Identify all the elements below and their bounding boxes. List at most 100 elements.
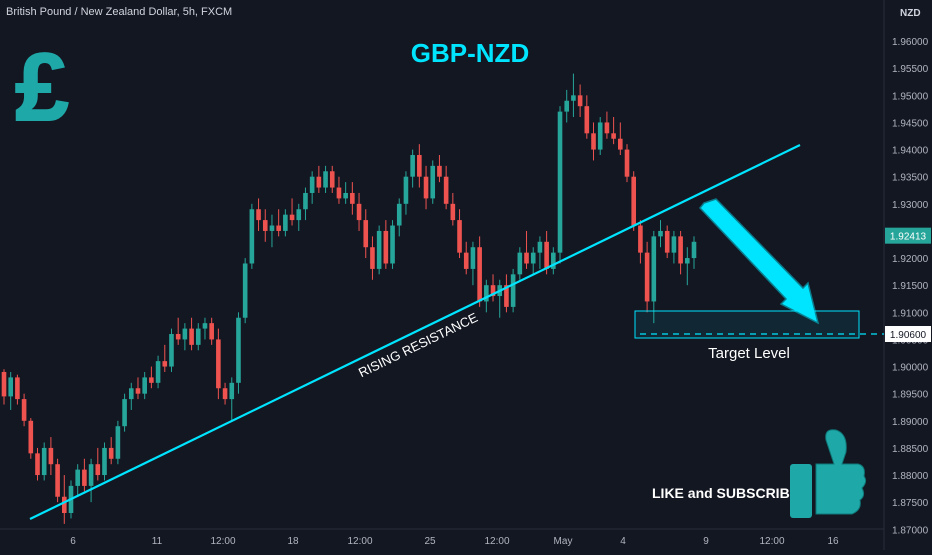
thumbs-up-icon[interactable]	[790, 429, 867, 518]
candle[interactable]	[524, 230, 529, 269]
candle[interactable]	[350, 182, 355, 215]
candle[interactable]	[571, 73, 576, 118]
candle[interactable]	[564, 89, 570, 123]
candle[interactable]	[644, 241, 650, 313]
candle[interactable]	[195, 323, 201, 351]
candle[interactable]	[242, 258, 248, 324]
candle[interactable]	[8, 371, 13, 410]
candle[interactable]	[329, 165, 335, 193]
candle[interactable]	[504, 274, 509, 313]
candle[interactable]	[631, 171, 637, 231]
candle[interactable]	[48, 437, 54, 476]
candle[interactable]	[128, 382, 134, 410]
candle[interactable]	[490, 274, 496, 302]
candle[interactable]	[443, 165, 449, 210]
candle[interactable]	[537, 236, 543, 269]
candle[interactable]	[691, 236, 697, 269]
candle[interactable]	[323, 165, 328, 193]
candle[interactable]	[209, 317, 214, 345]
candle[interactable]	[376, 225, 382, 275]
candle[interactable]	[638, 220, 643, 264]
candle[interactable]	[423, 165, 429, 210]
candle[interactable]	[437, 155, 442, 183]
candle[interactable]	[678, 230, 683, 275]
candle[interactable]	[457, 209, 462, 259]
candle[interactable]	[142, 371, 147, 400]
candle[interactable]	[530, 247, 536, 275]
candle[interactable]	[510, 268, 516, 313]
candle[interactable]	[604, 111, 610, 139]
candle[interactable]	[664, 225, 670, 259]
candle[interactable]	[82, 458, 87, 492]
candle[interactable]	[135, 377, 141, 400]
candle[interactable]	[450, 192, 456, 226]
candle[interactable]	[671, 230, 677, 264]
candle[interactable]	[618, 122, 623, 156]
candle[interactable]	[175, 317, 181, 345]
candle[interactable]	[289, 198, 295, 226]
candle[interactable]	[316, 165, 322, 193]
candle[interactable]	[296, 203, 302, 231]
candle[interactable]	[597, 117, 603, 156]
candle[interactable]	[269, 214, 275, 248]
candle[interactable]	[611, 117, 616, 145]
candle[interactable]	[276, 209, 281, 237]
candle[interactable]	[115, 420, 121, 465]
candle[interactable]	[557, 106, 563, 264]
candle[interactable]	[162, 344, 168, 372]
candle[interactable]	[262, 209, 268, 242]
candle[interactable]	[216, 328, 221, 400]
candle[interactable]	[88, 458, 94, 503]
candle[interactable]	[122, 393, 127, 432]
candle[interactable]	[336, 176, 342, 204]
candle[interactable]	[21, 393, 27, 427]
candle[interactable]	[551, 247, 556, 275]
candle[interactable]	[95, 447, 101, 481]
candle[interactable]	[396, 198, 402, 237]
candle[interactable]	[108, 437, 114, 465]
candle[interactable]	[222, 382, 228, 405]
candle[interactable]	[155, 355, 161, 389]
candle[interactable]	[624, 144, 630, 183]
candle[interactable]	[577, 84, 583, 118]
candle[interactable]	[249, 203, 255, 269]
candle[interactable]	[303, 187, 308, 221]
candle[interactable]	[75, 464, 80, 497]
candle[interactable]	[517, 247, 523, 280]
candle[interactable]	[410, 149, 415, 188]
candle[interactable]	[1, 369, 7, 405]
candle[interactable]	[61, 475, 67, 524]
candle[interactable]	[417, 144, 422, 188]
candle[interactable]	[149, 366, 154, 389]
candle[interactable]	[236, 312, 241, 394]
candle[interactable]	[356, 192, 362, 231]
candle[interactable]	[189, 317, 194, 351]
candle[interactable]	[283, 209, 288, 237]
candle[interactable]	[477, 236, 482, 307]
candle[interactable]	[35, 447, 40, 481]
candle[interactable]	[343, 182, 348, 204]
candle[interactable]	[403, 171, 409, 215]
candle[interactable]	[591, 122, 596, 161]
candle[interactable]	[169, 328, 174, 372]
candle[interactable]	[55, 458, 60, 503]
candle[interactable]	[256, 198, 261, 231]
candle[interactable]	[202, 317, 208, 340]
candle[interactable]	[463, 241, 469, 275]
candle[interactable]	[363, 209, 369, 259]
trendline[interactable]	[29, 144, 801, 520]
candle[interactable]	[102, 442, 107, 481]
candle[interactable]	[309, 171, 315, 204]
candle[interactable]	[390, 220, 395, 269]
candle[interactable]	[484, 279, 489, 313]
candle[interactable]	[685, 247, 690, 286]
candle[interactable]	[470, 241, 476, 286]
candle[interactable]	[584, 95, 590, 139]
candle[interactable]	[370, 236, 375, 280]
candle[interactable]	[15, 374, 20, 405]
candle[interactable]	[28, 418, 34, 459]
candle[interactable]	[229, 377, 235, 421]
candle[interactable]	[430, 160, 436, 204]
